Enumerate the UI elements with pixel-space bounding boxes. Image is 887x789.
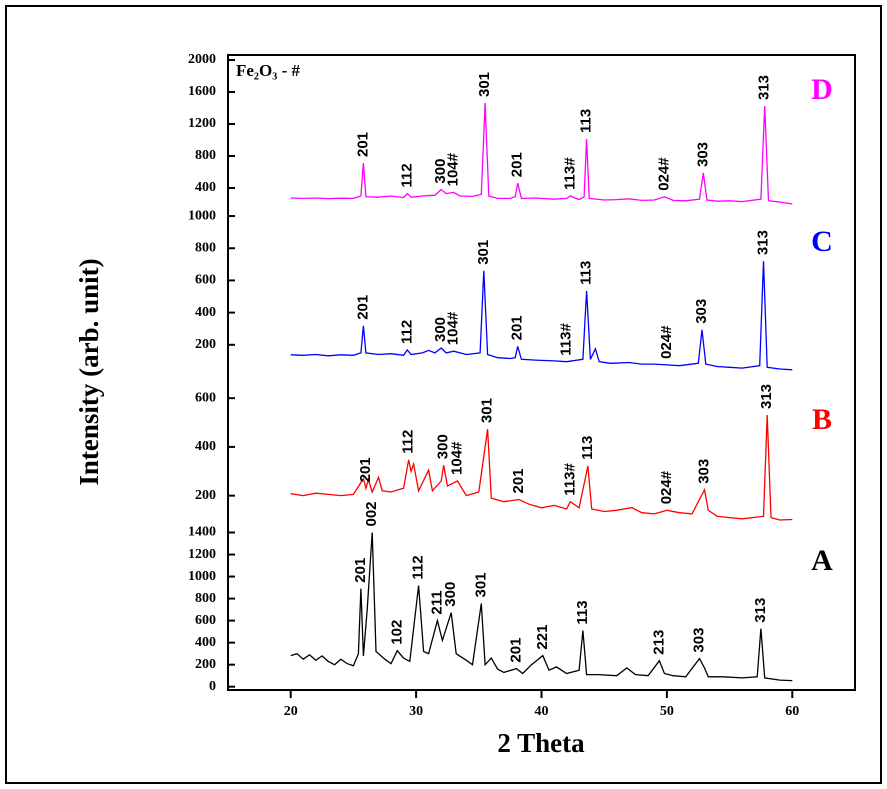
y-tick-label: 200 xyxy=(195,337,216,352)
x-tick-label: 60 xyxy=(785,704,799,719)
series-line xyxy=(291,533,793,681)
peak-label: 303 xyxy=(693,299,710,324)
peak-label: 201 xyxy=(354,132,371,157)
y-tick-label: 400 xyxy=(195,635,216,650)
y-tick-label: 600 xyxy=(195,390,216,405)
peak-label: 112 xyxy=(398,320,415,344)
chart: 2 Theta Intensity (arb. unit) Fe₂O₃ - # … xyxy=(0,0,887,789)
peak-label: 301 xyxy=(476,72,493,97)
peak-label: 112 xyxy=(400,430,417,454)
y-tick-label: 1600 xyxy=(188,84,216,99)
x-tick-label: 20 xyxy=(284,704,298,719)
frame xyxy=(6,6,881,783)
series-name: B xyxy=(812,403,832,436)
peak-label: 303 xyxy=(695,459,712,484)
y-tick-label: 400 xyxy=(195,180,216,195)
peak-label: 313 xyxy=(752,598,769,623)
y-tick-label: 600 xyxy=(195,613,216,628)
y-tick-label: 600 xyxy=(195,273,216,288)
y-tick-label: 200 xyxy=(195,657,216,672)
peak-label: 201 xyxy=(510,468,527,493)
peak-label: 104# xyxy=(445,311,462,345)
peak-label: 104# xyxy=(448,441,465,475)
peak-label: 313 xyxy=(758,384,775,409)
plot-frame xyxy=(228,55,855,690)
peak-label: 113 xyxy=(574,600,591,624)
peak-label: 201 xyxy=(507,638,524,663)
peak-label: 113# xyxy=(561,463,578,496)
y-tick-label: 400 xyxy=(195,305,216,320)
x-tick-label: 40 xyxy=(535,704,549,719)
y-tick-label: 1200 xyxy=(188,116,216,131)
peak-label: 113 xyxy=(578,261,595,285)
peak-label: 112 xyxy=(410,555,427,579)
series-name: C xyxy=(811,225,833,258)
peak-label: 201 xyxy=(357,457,374,482)
peak-label: 303 xyxy=(694,142,711,167)
peak-label: 301 xyxy=(479,398,496,423)
y-tick-label: 1000 xyxy=(188,569,216,584)
peak-label: 201 xyxy=(509,315,526,340)
peak-label: 002 xyxy=(363,501,380,526)
peak-label: 300 xyxy=(442,582,459,607)
y-tick-label: 800 xyxy=(195,591,216,606)
y-tick-label: 1400 xyxy=(188,525,216,540)
peak-label: 303 xyxy=(690,628,707,653)
peak-label: 221 xyxy=(534,625,551,650)
series-name: A xyxy=(811,544,833,577)
x-tick-label: 50 xyxy=(660,704,674,719)
y-tick-label: 800 xyxy=(195,148,216,163)
y-tick-label: 0 xyxy=(209,679,216,694)
peak-label: 112 xyxy=(398,163,415,187)
y-axis-label: Intensity (arb. unit) xyxy=(74,258,104,485)
peak-label: 024# xyxy=(658,470,675,504)
peak-label: 104# xyxy=(445,152,462,186)
peak-label: 113 xyxy=(579,436,596,460)
peak-label: 301 xyxy=(475,240,492,265)
y-tick-label: 1200 xyxy=(188,547,216,562)
y-tick-label: 800 xyxy=(195,240,216,255)
peak-label: 102 xyxy=(388,620,405,645)
peak-label: 113 xyxy=(578,109,595,133)
peak-label: 313 xyxy=(756,75,773,100)
annotation: Fe₂O₃ - # xyxy=(236,61,301,80)
y-tick-label: 2000 xyxy=(188,52,216,67)
y-tick-label: 400 xyxy=(195,439,216,454)
peak-label: 313 xyxy=(754,230,771,255)
series-name: D xyxy=(811,73,833,106)
peak-label: 201 xyxy=(509,152,526,177)
x-axis-label: 2 Theta xyxy=(497,728,585,758)
y-tick-label: 1000 xyxy=(188,208,216,223)
peak-label: 113# xyxy=(561,157,578,190)
peak-label: 213 xyxy=(650,630,667,655)
x-tick-label: 30 xyxy=(409,704,423,719)
peak-label: 113# xyxy=(558,323,575,356)
peak-label: 301 xyxy=(472,572,489,597)
peak-label: 024# xyxy=(658,325,675,359)
peak-label: 201 xyxy=(352,558,369,583)
peak-label: 201 xyxy=(354,295,371,320)
y-tick-label: 200 xyxy=(195,488,216,503)
peak-label: 024# xyxy=(655,157,672,191)
